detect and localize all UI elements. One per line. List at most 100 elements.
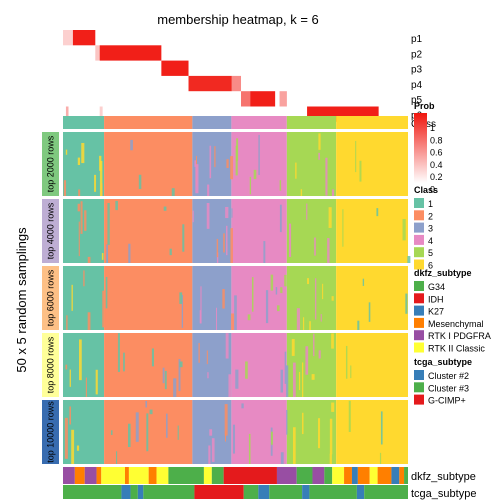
tcga-anno-cell-5 bbox=[194, 485, 244, 499]
heat-noise-4-4 bbox=[166, 413, 168, 438]
heat-noise-0-16 bbox=[226, 159, 229, 169]
dkfz-legend-swatch-3 bbox=[414, 317, 424, 328]
heat-block-2-6 bbox=[336, 266, 408, 330]
annotation-rows: dkfz_subtype tcga_subtype bbox=[63, 467, 476, 500]
prob-cell-p1-1 bbox=[72, 30, 96, 46]
heat-noise-1-33 bbox=[216, 238, 219, 258]
tcga-legend-label-1: Cluster #3 bbox=[428, 383, 469, 393]
prob-legend-tick-0: 1 bbox=[430, 123, 435, 133]
tcga-legend-swatch-1 bbox=[414, 382, 424, 393]
heat-noise-3-25 bbox=[245, 361, 248, 379]
heat-noise-1-26 bbox=[231, 208, 233, 218]
heat-noise-1-15 bbox=[163, 206, 167, 211]
heat-noise-3-5 bbox=[162, 367, 165, 384]
heat-block-4-1 bbox=[63, 400, 105, 464]
heat-noise-4-17 bbox=[146, 413, 149, 452]
heat-block-1-1 bbox=[63, 199, 105, 263]
heat-noise-4-11 bbox=[145, 400, 148, 408]
sampling-group-label-2: top 6000 rows bbox=[45, 269, 55, 326]
dkfz-legend-label-4: RTK I PDGFRA bbox=[428, 331, 491, 341]
heat-noise-2-12 bbox=[105, 276, 108, 309]
heat-noise-0-17 bbox=[355, 140, 357, 173]
heat-noise-4-2 bbox=[224, 404, 228, 436]
heat-noise-2-19 bbox=[322, 283, 324, 300]
tcga-legend-label-0: Cluster #2 bbox=[428, 371, 469, 381]
heat-noise-2-22 bbox=[83, 270, 85, 287]
dkfz-anno-cell-7 bbox=[148, 467, 157, 484]
heat-block-1-2 bbox=[104, 199, 193, 263]
sampling-group-bar-2 bbox=[42, 266, 59, 330]
heat-noise-1-20 bbox=[216, 252, 219, 263]
heat-block-2-2 bbox=[104, 266, 193, 330]
heat-noise-2-26 bbox=[265, 290, 269, 324]
class-legend-swatch-4 bbox=[414, 247, 424, 258]
heat-noise-1-17 bbox=[327, 238, 330, 263]
heat-noise-0-29 bbox=[331, 189, 335, 196]
dkfz-anno-cell-12 bbox=[223, 467, 277, 484]
heat-block-2-4 bbox=[231, 266, 287, 330]
heat-noise-3-28 bbox=[123, 352, 125, 372]
class-cell-1 bbox=[63, 116, 105, 129]
heat-noise-2-33 bbox=[66, 315, 68, 330]
class-legend-label-2: 3 bbox=[428, 224, 433, 234]
sampling-group-label-3: top 8000 rows bbox=[45, 336, 55, 393]
heat-noise-1-14 bbox=[402, 218, 406, 241]
dkfz-anno-cell-3 bbox=[96, 467, 102, 484]
heat-noise-2-20 bbox=[200, 286, 202, 324]
heat-noise-1-13 bbox=[128, 243, 131, 263]
heat-block-1-6 bbox=[336, 199, 408, 263]
prob-cell-p5-2 bbox=[279, 91, 287, 107]
class-legend-swatch-1 bbox=[414, 210, 424, 221]
dkfz-anno-cell-23 bbox=[391, 467, 400, 484]
heat-noise-4-10 bbox=[209, 429, 213, 436]
heat-noise-2-16 bbox=[179, 292, 183, 304]
heat-noise-1-11 bbox=[101, 253, 104, 260]
heat-noise-2-32 bbox=[270, 274, 274, 291]
heat-noise-0-19 bbox=[63, 180, 67, 196]
heat-noise-2-1 bbox=[357, 320, 360, 330]
heat-noise-1-10 bbox=[87, 256, 91, 263]
heat-noise-4-16 bbox=[177, 425, 179, 440]
tcga-anno-cell-8 bbox=[269, 485, 303, 499]
sampling-group-bars: top 2000 rows top 4000 rows top 6000 rows t… bbox=[42, 132, 59, 464]
class-legend-swatch-3 bbox=[414, 234, 424, 245]
tcga-anno-cell-7 bbox=[258, 485, 270, 499]
dkfz-anno-cell-1 bbox=[74, 467, 85, 484]
heat-noise-0-6 bbox=[249, 176, 252, 195]
heat-noise-0-15 bbox=[77, 157, 81, 166]
class-legend-label-4: 5 bbox=[428, 248, 433, 258]
tcga-anno-cell-4 bbox=[143, 485, 195, 499]
heat-block-4-4 bbox=[231, 400, 287, 464]
heat-noise-3-33 bbox=[313, 333, 315, 357]
dkfz-legend-label-0: G34 bbox=[428, 282, 445, 292]
heat-noise-1-3 bbox=[289, 223, 292, 257]
tcga-anno-cell-3 bbox=[137, 485, 144, 499]
heat-noise-0-18 bbox=[279, 180, 282, 191]
heat-noise-4-29 bbox=[211, 438, 215, 462]
heat-noise-3-14 bbox=[285, 365, 289, 397]
heat-noise-2-10 bbox=[181, 295, 184, 328]
sampling-group-label-1: top 4000 rows bbox=[45, 202, 55, 259]
heat-noise-3-21 bbox=[207, 372, 209, 379]
heat-noise-2-17 bbox=[251, 277, 254, 312]
prob-legend-title: Prob bbox=[414, 101, 435, 111]
sampling-group-bar-1 bbox=[42, 199, 59, 263]
heat-noise-3-10 bbox=[117, 333, 120, 372]
heat-noise-4-0 bbox=[232, 424, 236, 454]
heat-noise-4-3 bbox=[270, 431, 273, 445]
sampling-heatmap bbox=[63, 132, 411, 464]
prob-cell-p5-0 bbox=[241, 91, 251, 107]
heat-noise-2-5 bbox=[296, 308, 300, 330]
heat-noise-4-33 bbox=[286, 409, 288, 435]
heat-separator-3 bbox=[63, 330, 408, 333]
class-cell-2 bbox=[104, 116, 193, 129]
heat-noise-4-7 bbox=[379, 452, 382, 464]
heat-noise-4-20 bbox=[135, 412, 139, 442]
heat-noise-2-15 bbox=[231, 313, 235, 330]
heat-noise-3-23 bbox=[85, 377, 87, 397]
dkfz-anno-cell-14 bbox=[296, 467, 313, 484]
dkfz-legend-title: dkfz_subtype bbox=[414, 268, 472, 278]
prob-cell-p6-1 bbox=[99, 106, 103, 122]
class-legend-label-3: 4 bbox=[428, 236, 433, 246]
prob-legend-tick-2: 0.6 bbox=[430, 148, 443, 158]
